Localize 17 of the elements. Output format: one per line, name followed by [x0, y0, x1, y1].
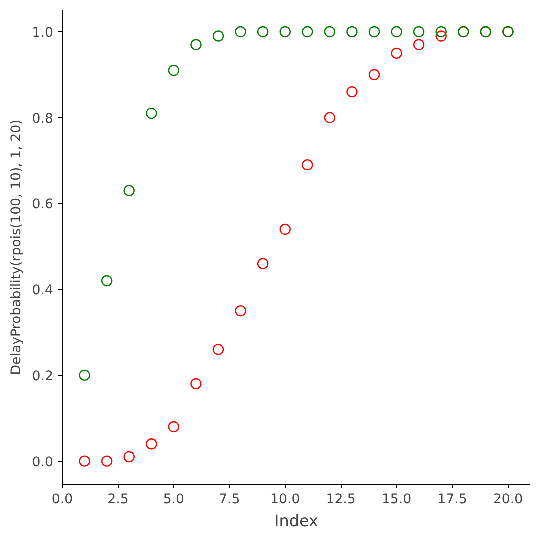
- x-tick-label: 5.0: [163, 492, 185, 508]
- y-tick-label: 0.2: [32, 369, 54, 384]
- x-tick-label: 12.5: [326, 492, 356, 508]
- x-tick-label: 2.5: [108, 492, 129, 508]
- x-tick-label: 20.0: [493, 492, 524, 508]
- y-tick-label: 0.8: [32, 112, 54, 127]
- y-axis-title: DelayProbability(rpois(100, 10), 1, 20): [9, 120, 24, 376]
- x-axis-title: Index: [274, 512, 319, 530]
- y-tick-label: 1.0: [32, 26, 54, 41]
- x-tick-label: 15.0: [382, 492, 412, 508]
- x-tick-label: 7.5: [219, 492, 240, 508]
- x-tick-label: 0.0: [52, 492, 74, 508]
- y-tick-label: 0.4: [32, 284, 54, 299]
- x-tick-label: 17.5: [438, 492, 468, 508]
- y-tick-label: 0.0: [32, 455, 54, 470]
- y-tick-label: 0.6: [32, 198, 54, 213]
- x-tick-label: 10.0: [270, 492, 300, 508]
